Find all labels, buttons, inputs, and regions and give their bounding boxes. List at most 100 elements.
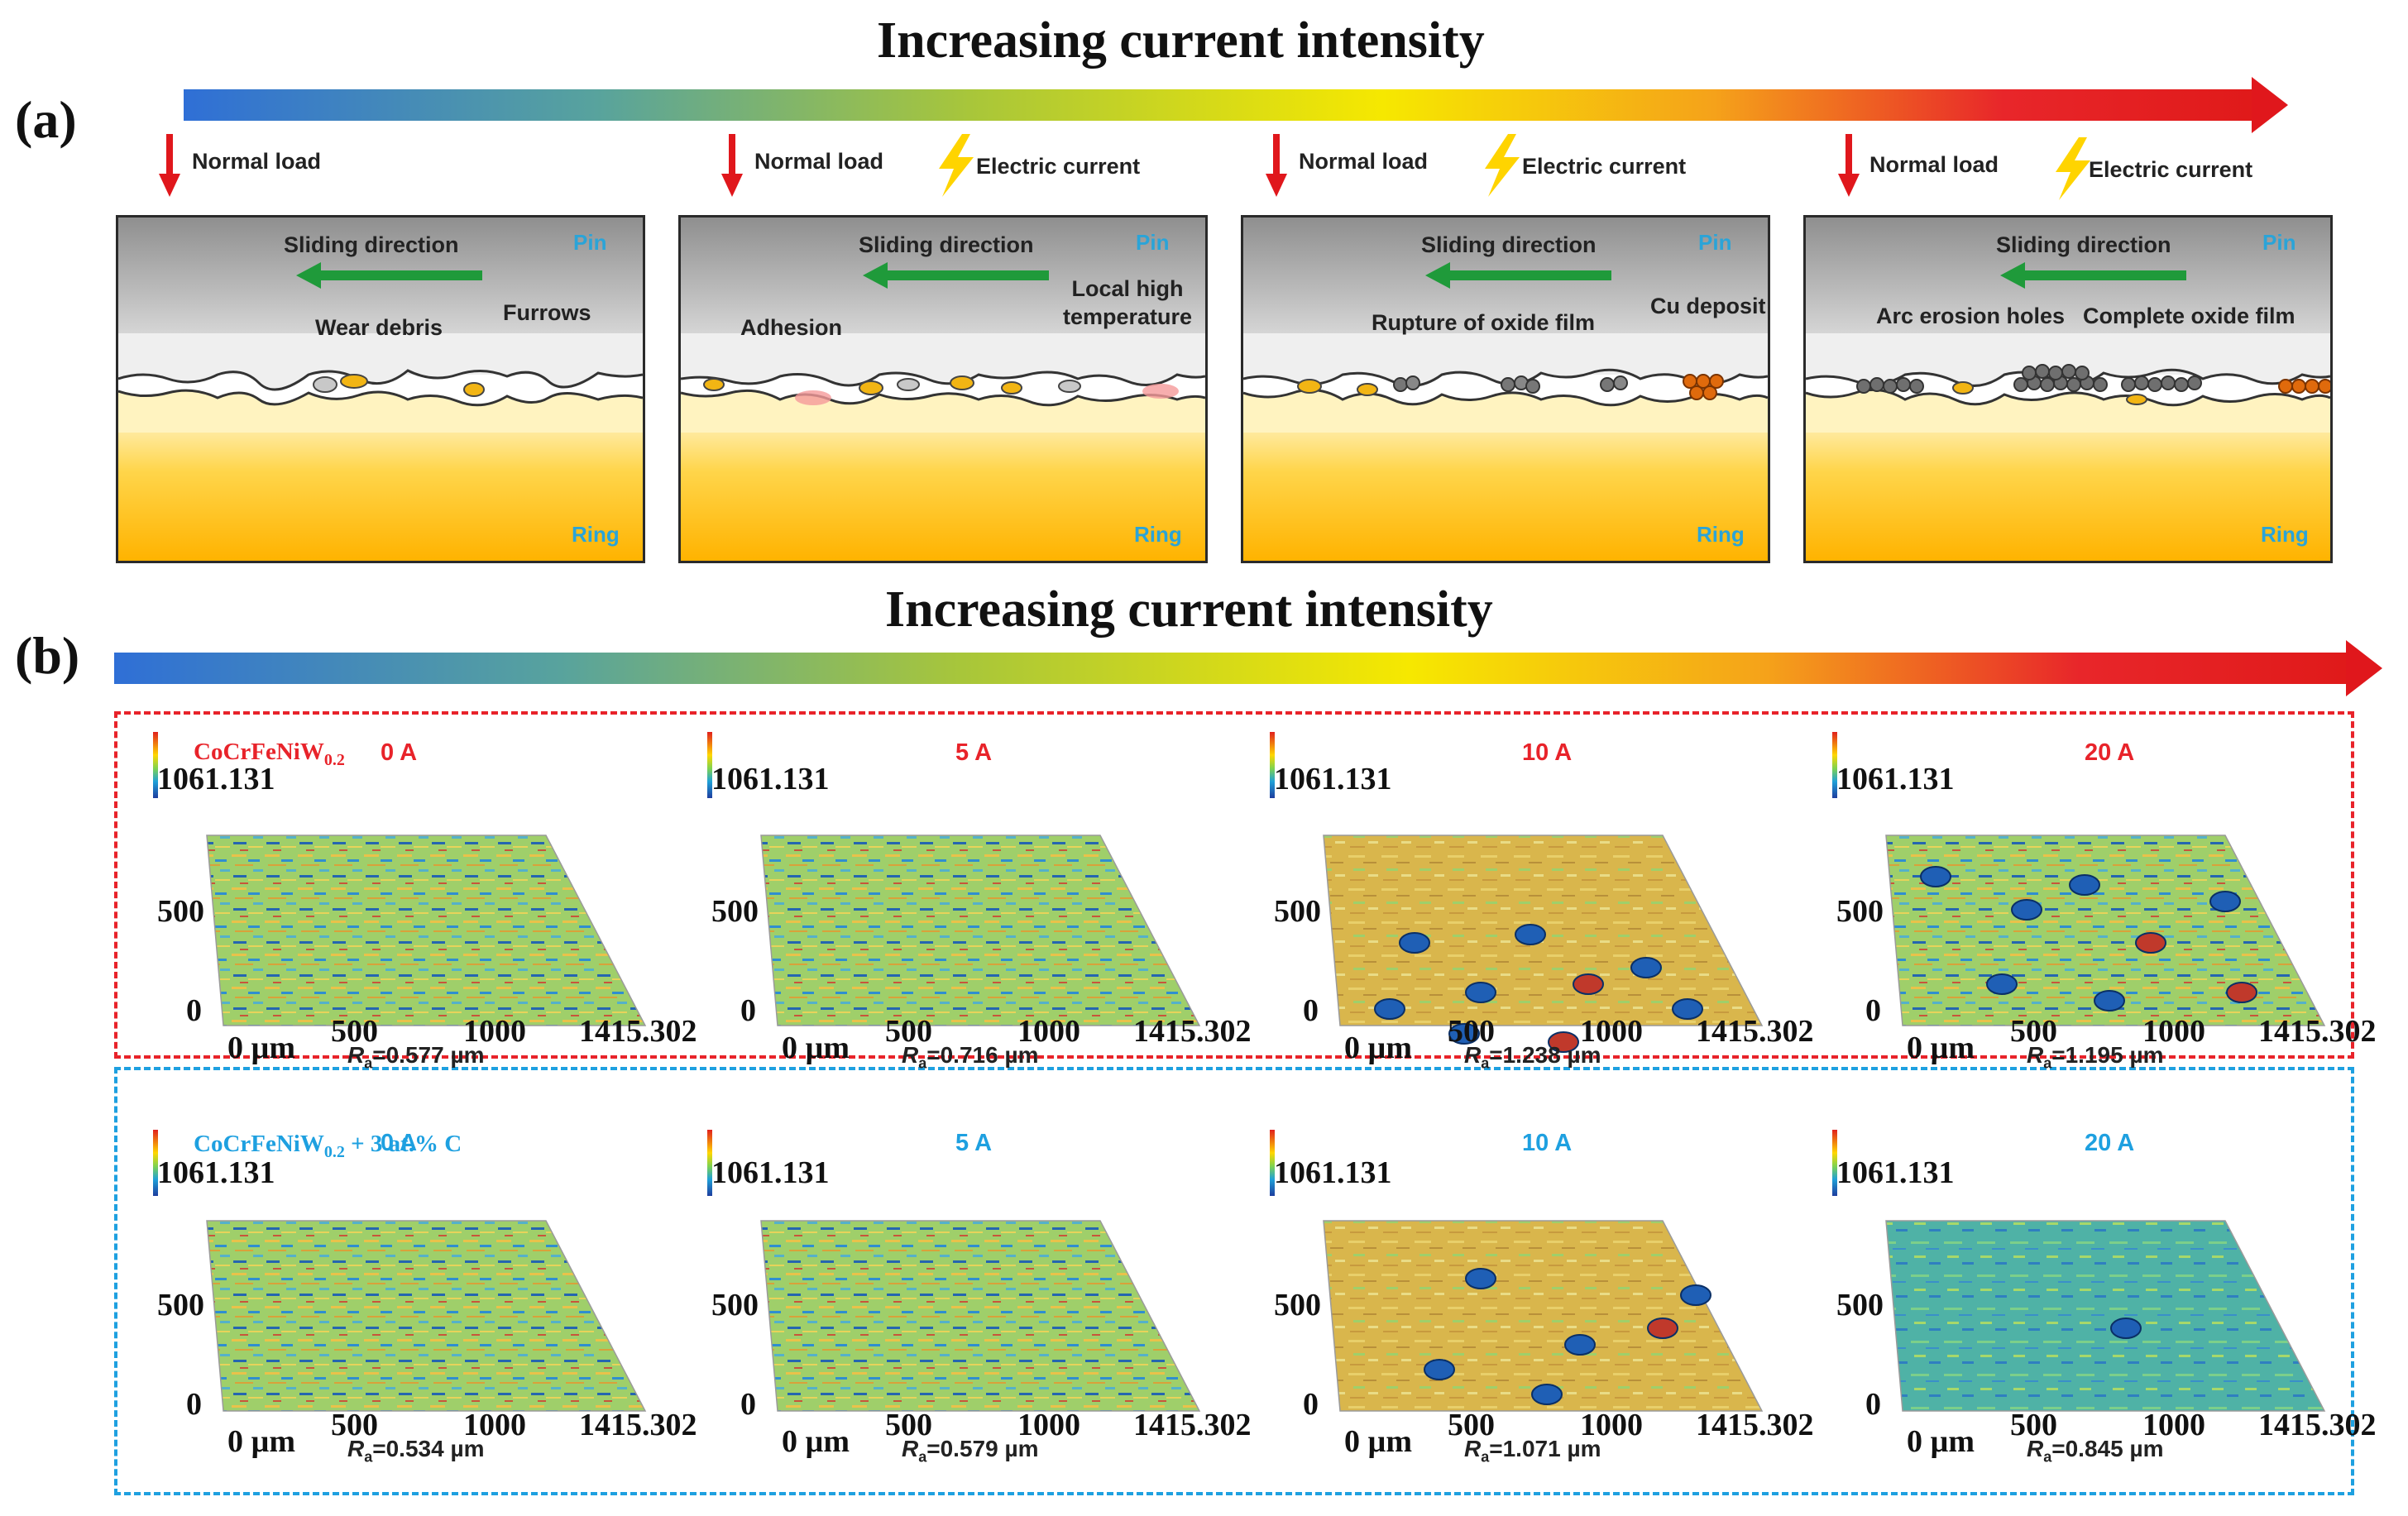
- arc-erosion-pit: [1986, 973, 2018, 995]
- x-axis-1000-label: 1000: [463, 1014, 526, 1049]
- lightning-bolt-icon: [1485, 134, 1520, 197]
- pin-ring-schematic: Sliding direction Pin Ring Adhesion Loca…: [678, 215, 1208, 563]
- x-axis-1000-label: 1000: [1580, 1014, 1643, 1049]
- sliding-direction-label: Sliding direction: [1996, 232, 2171, 257]
- stage-4: Normal load Electric current Sliding dir…: [1803, 132, 2333, 563]
- panel-a-title: Increasing current intensity: [877, 12, 1485, 69]
- roughness-ra: Ra=0.579 µm: [902, 1436, 1039, 1466]
- arc-erosion-pit: [1465, 982, 1496, 1003]
- row-box-carbon-alloy: [114, 1067, 2354, 1495]
- x-axis-1000-label: 1000: [1017, 1408, 1080, 1442]
- pin-ring-schematic: Sliding direction Pin Ring Wear debris F…: [116, 215, 645, 563]
- roughness-ra: Ra=1.071 µm: [1464, 1436, 1601, 1466]
- x-axis-max-label: 1415.302: [579, 1408, 697, 1442]
- electric-current-label: Electric current: [1522, 154, 1687, 179]
- row-box-base-alloy: [114, 711, 2354, 1059]
- surface-plot: [1885, 835, 2326, 1026]
- x-axis-max-label: 1415.302: [1133, 1408, 1252, 1442]
- x-axis-1000-label: 1000: [2142, 1014, 2205, 1049]
- surface-map-carbon-20a: 20 A 1061.131 500 0 0 µm 500 1000 1415.302 Ra=0.…: [1828, 1080, 2377, 1466]
- y-axis-top-label: 1061.131: [1274, 762, 1392, 796]
- roughness-ra: Ra=1.195 µm: [2027, 1042, 2164, 1072]
- contact-interface: [118, 333, 643, 433]
- y-axis-zero-label: 0: [740, 1387, 756, 1422]
- surface-plot: [760, 835, 1201, 1026]
- roughness-ra: Ra=0.577 µm: [347, 1042, 485, 1072]
- sliding-direction-label: Sliding direction: [859, 232, 1034, 257]
- normal-load-arrow-icon: [721, 134, 743, 197]
- arc-erosion-pit: [1672, 998, 1703, 1020]
- alloy-name: CoCrFeNiW: [194, 1131, 324, 1157]
- arc-erosion-pit: [1564, 1334, 1596, 1356]
- x-axis-1000-label: 1000: [1017, 1014, 1080, 1049]
- y-axis-mid-label: 500: [1274, 894, 1321, 929]
- alloy-suffix: + 3 at.% C: [344, 1131, 462, 1157]
- ring-block: [1243, 412, 1768, 561]
- alloy-label-base: CoCrFeNiW0.2: [194, 739, 345, 770]
- x-axis-max-label: 1415.302: [2258, 1014, 2377, 1049]
- height-colorbar: [153, 1130, 158, 1196]
- pin-label: Pin: [1136, 230, 1170, 255]
- annotation-adhesion: Adhesion: [740, 315, 843, 340]
- surface-map-carbon-10a: 10 A 1061.131 500 0 0 µm 500 1000 1415.302 Ra=1.…: [1266, 1080, 1814, 1466]
- y-axis-zero-label: 0: [1303, 1387, 1319, 1422]
- surface-area: [206, 1220, 647, 1412]
- arc-erosion-pit: [1680, 1284, 1711, 1306]
- y-axis-zero-label: 0: [186, 993, 202, 1028]
- ring-block: [118, 412, 643, 561]
- alloy-subscript: 0.2: [323, 1142, 345, 1161]
- ring-block: [1806, 412, 2330, 561]
- y-axis-mid-label: 500: [1274, 1288, 1321, 1322]
- normal-load-label: Normal load: [1299, 149, 1429, 174]
- pin-label: Pin: [2262, 230, 2296, 255]
- current-label: 20 A: [2085, 739, 2135, 766]
- pin-ring-schematic: Sliding direction Pin Ring Arc erosion h…: [1803, 215, 2333, 563]
- ring-label: Ring: [2261, 522, 2309, 547]
- y-axis-zero-label: 0: [740, 993, 756, 1028]
- panel-a-gradient-arrow-bar: [184, 89, 2252, 121]
- pin-ring-schematic: Sliding direction Pin Ring Rupture of ox…: [1241, 215, 1770, 563]
- surface-area: [760, 1220, 1201, 1412]
- annotation-furrows: Furrows: [503, 300, 591, 325]
- surface-plot: [760, 1220, 1201, 1412]
- x-axis-max-label: 1415.302: [1696, 1408, 1814, 1442]
- sliding-arrow-icon: [1425, 262, 1611, 289]
- x-axis-500-label: 500: [331, 1408, 378, 1442]
- x-axis-max-label: 1415.302: [2258, 1408, 2377, 1442]
- x-axis-max-label: 1415.302: [579, 1014, 697, 1049]
- y-axis-mid-label: 500: [157, 1288, 204, 1322]
- x-axis-max-label: 1415.302: [1133, 1014, 1252, 1049]
- height-colorbar: [707, 732, 712, 798]
- x-axis-500-label: 500: [1448, 1014, 1495, 1049]
- sliding-arrow-icon: [863, 262, 1049, 289]
- y-axis-top-label: 1061.131: [711, 762, 830, 796]
- current-label: 20 A: [2085, 1130, 2135, 1156]
- surface-area: [206, 835, 647, 1026]
- roughness-ra: Ra=0.845 µm: [2027, 1436, 2164, 1466]
- current-label: 5 A: [955, 739, 993, 766]
- surface-map-base-5a: 5 A 1061.131 500 0 0 µm 500 1000 1415.302 Ra=0.7…: [703, 720, 1252, 1072]
- x-axis-500-label: 500: [885, 1014, 932, 1049]
- arc-erosion-pit: [2226, 982, 2257, 1003]
- y-axis-top-label: 1061.131: [711, 1155, 830, 1190]
- y-axis-top-label: 1061.131: [1274, 1155, 1392, 1190]
- y-axis-mid-label: 500: [711, 1288, 759, 1322]
- arc-erosion-pit: [2094, 990, 2125, 1011]
- y-axis-top-label: 1061.131: [157, 1155, 275, 1190]
- surface-map-carbon-0a: 0 A 1061.131 500 0 0 µm 500 1000 1415.302 Ra=0.5…: [149, 1080, 697, 1466]
- surface-map-carbon-5a: 5 A 1061.131 500 0 0 µm 500 1000 1415.302 Ra=0.5…: [703, 1080, 1252, 1466]
- sliding-arrow-icon: [2000, 262, 2186, 289]
- panel-a-label: (a): [15, 90, 77, 149]
- alloy-label-carbon: CoCrFeNiW0.2 + 3 at.% C: [194, 1131, 462, 1162]
- y-axis-top-label: 1061.131: [1836, 1155, 1955, 1190]
- surface-map-base-10a: 10 A 1061.131 500 0 0 µm 500 1000 1415.302 Ra=1.…: [1266, 720, 1814, 1072]
- pin-label: Pin: [573, 230, 607, 255]
- electric-current-label: Electric current: [2089, 157, 2253, 182]
- panel-b-label: (b): [15, 626, 80, 685]
- arc-erosion-pit: [2011, 899, 2042, 921]
- y-axis-mid-label: 500: [157, 894, 204, 929]
- annotation-cu-deposit: Cu deposit: [1650, 294, 1766, 318]
- panel-b-gradient-arrow-head: [2346, 640, 2382, 696]
- normal-load-arrow-icon: [1266, 134, 1287, 197]
- surface-plot: [1323, 835, 1764, 1053]
